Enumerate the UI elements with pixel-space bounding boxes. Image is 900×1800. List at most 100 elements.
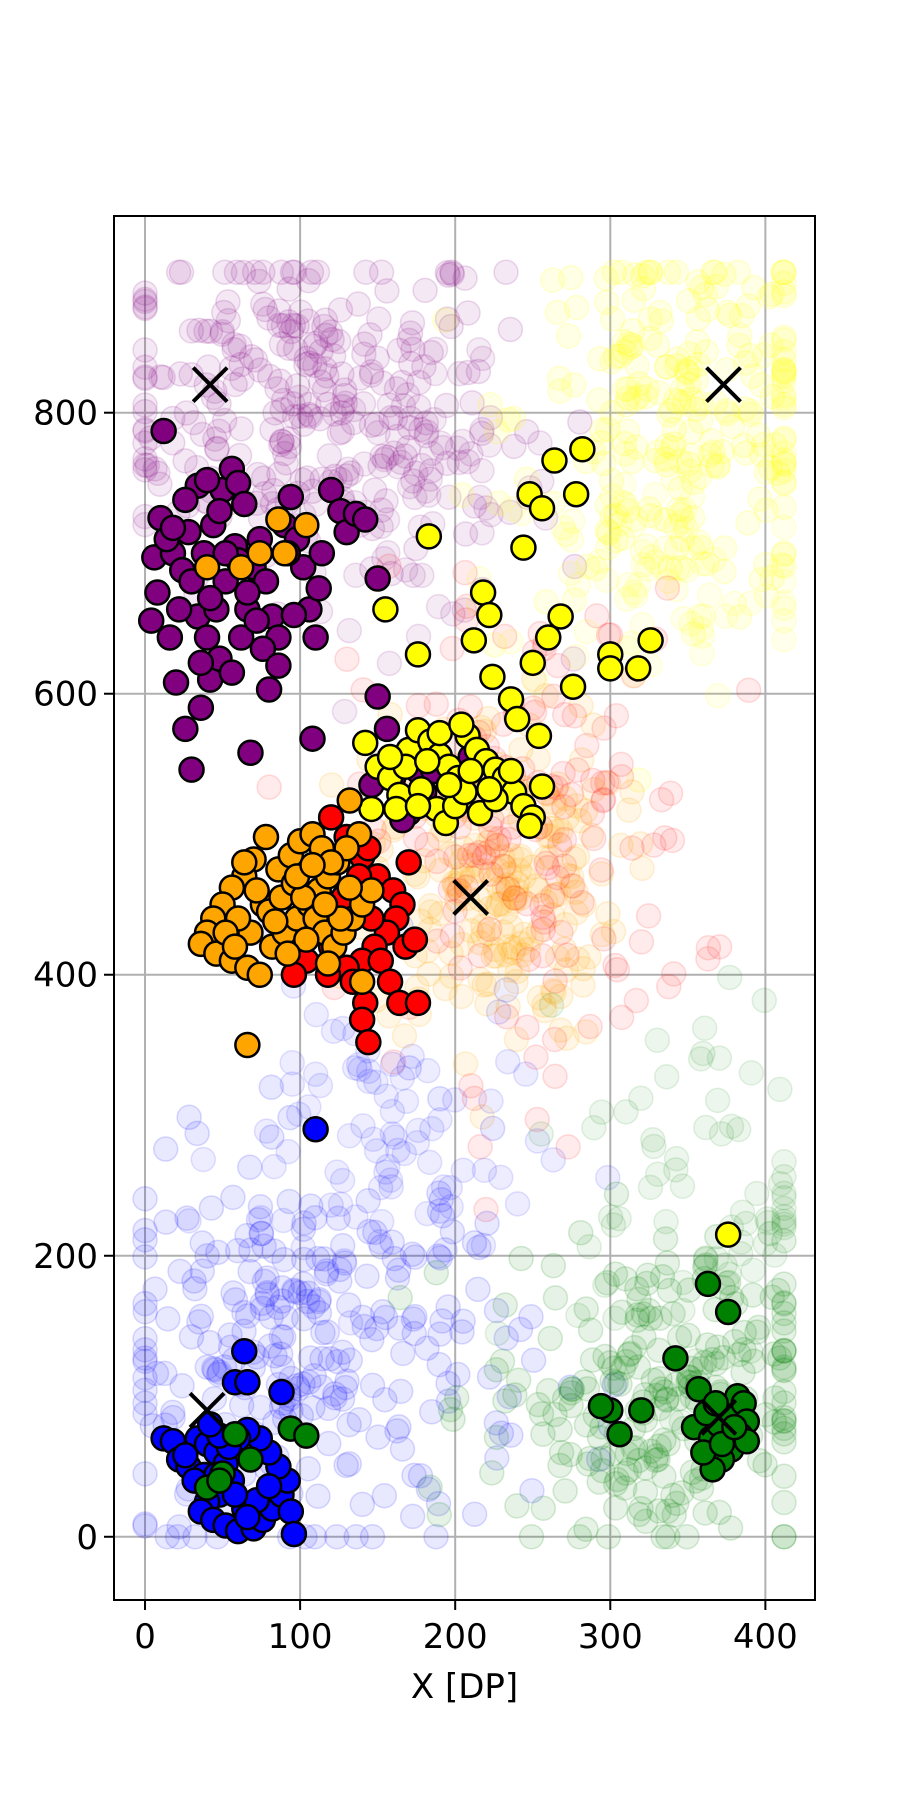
background-point xyxy=(445,1361,471,1388)
background-point xyxy=(660,1482,686,1509)
background-point xyxy=(504,958,531,984)
background-point xyxy=(396,474,423,500)
background-point xyxy=(354,1263,380,1290)
background-point xyxy=(642,447,669,474)
background-point xyxy=(768,552,795,578)
background-point xyxy=(680,621,707,647)
background-point xyxy=(262,400,288,426)
background-point xyxy=(430,1174,457,1200)
background-point xyxy=(142,456,168,482)
data-point-purple xyxy=(302,624,329,651)
background-point xyxy=(730,1359,756,1386)
background-point xyxy=(281,404,308,430)
background-point xyxy=(655,1431,681,1457)
background-point xyxy=(215,307,242,334)
background-point xyxy=(739,1282,766,1308)
background-point xyxy=(231,1299,257,1326)
background-point xyxy=(132,295,158,322)
background-point xyxy=(547,1416,573,1443)
background-point xyxy=(670,1297,696,1324)
background-point xyxy=(714,401,740,427)
background-point xyxy=(557,1374,583,1401)
background-point xyxy=(324,1524,350,1550)
background-point xyxy=(327,1191,354,1218)
background-point xyxy=(654,354,680,380)
background-point xyxy=(753,497,780,524)
background-point xyxy=(771,1318,797,1344)
background-point xyxy=(497,957,523,983)
background-point xyxy=(423,1260,450,1286)
background-point xyxy=(689,550,716,577)
background-point xyxy=(647,1365,673,1392)
background-point xyxy=(570,972,596,998)
data-point-orange xyxy=(262,908,289,935)
background-point xyxy=(476,1364,503,1390)
background-point xyxy=(279,1049,305,1076)
background-point xyxy=(563,294,590,321)
background-point xyxy=(757,1220,783,1247)
background-point xyxy=(390,1340,416,1367)
centroid-stroke xyxy=(191,366,229,404)
background-point xyxy=(673,358,700,384)
background-point xyxy=(437,1396,464,1423)
background-point xyxy=(452,1051,479,1077)
background-point xyxy=(267,1341,294,1367)
background-point xyxy=(178,318,205,344)
background-point xyxy=(749,441,775,468)
background-point xyxy=(245,1207,272,1233)
background-point xyxy=(767,1076,793,1103)
background-point xyxy=(197,318,224,344)
background-point xyxy=(269,429,295,455)
background-point xyxy=(609,525,636,552)
background-point xyxy=(542,792,568,819)
background-point xyxy=(446,878,473,904)
background-point xyxy=(771,1208,797,1235)
centroid-cross xyxy=(188,1391,226,1429)
data-point-yellow xyxy=(476,776,503,803)
background-point xyxy=(201,1385,228,1412)
background-point xyxy=(250,259,276,285)
data-point-green xyxy=(606,1420,633,1448)
background-point xyxy=(737,590,764,617)
background-point xyxy=(690,603,717,629)
background-point xyxy=(530,1495,557,1522)
background-point xyxy=(186,1309,212,1335)
background-point xyxy=(706,934,733,960)
background-point xyxy=(452,559,478,586)
background-point xyxy=(426,1198,453,1224)
background-point xyxy=(676,341,702,367)
background-point xyxy=(396,414,423,441)
background-point xyxy=(295,1280,322,1306)
background-point xyxy=(401,1462,427,1489)
background-point xyxy=(557,1441,583,1468)
background-point xyxy=(416,961,442,987)
background-point xyxy=(771,327,797,353)
background-point xyxy=(417,1474,443,1501)
background-point xyxy=(771,1228,797,1254)
data-point-purple xyxy=(364,565,391,592)
background-point xyxy=(322,1381,348,1407)
background-point xyxy=(661,1502,687,1528)
background-point xyxy=(396,327,422,354)
background-point xyxy=(241,259,268,285)
data-point-yellow xyxy=(569,435,596,463)
background-point xyxy=(594,534,621,561)
background-point xyxy=(661,416,687,443)
background-point xyxy=(599,399,625,426)
data-point-blue xyxy=(268,1378,295,1406)
background-point xyxy=(577,1445,603,1472)
background-point xyxy=(583,555,609,582)
background-point xyxy=(678,610,705,637)
background-point xyxy=(270,1207,297,1234)
background-point xyxy=(308,338,334,365)
data-point-blue xyxy=(277,1498,305,1525)
background-point xyxy=(336,1411,362,1438)
background-point xyxy=(402,1244,428,1270)
background-point xyxy=(726,604,753,630)
centroid-stroke xyxy=(452,879,490,916)
background-point xyxy=(634,1270,660,1297)
background-point xyxy=(251,1268,278,1295)
background-point xyxy=(228,351,254,378)
background-point xyxy=(281,1278,308,1305)
